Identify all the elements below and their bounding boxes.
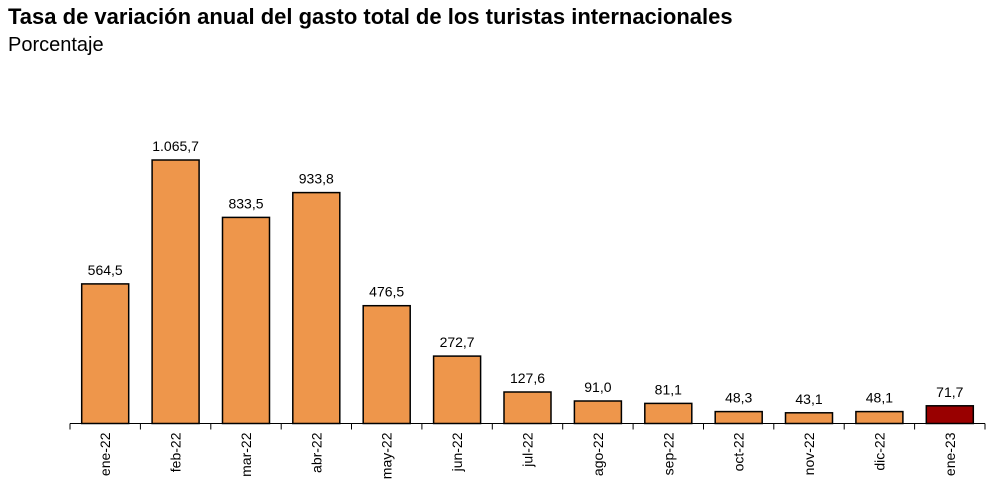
x-tick-label-oct-22: oct-22 [731,432,747,471]
data-label-sep-22: 81,1 [655,381,682,397]
bars-group: 564,5 1.065,7 833,5 933,8 476,5 272,7 127,6 91,… [80,138,975,425]
bar-may-22 [362,304,411,425]
x-tick-label-sep-22: sep-22 [660,432,676,475]
bar-sep-22 [644,402,693,425]
bar-mar-22 [221,216,271,425]
bar-ago-22 [573,400,623,425]
x-tick-label-ago-22: ago-22 [590,432,606,476]
data-label-ene-22: 564,5 [88,262,123,278]
x-tick-label-jul-22: jul-22 [520,432,536,467]
chart-title: Tasa de variación anual del gasto total … [8,4,733,29]
x-tick-label-ene-22: ene-22 [97,432,113,476]
bar-ene-23 [925,405,975,425]
data-label-dic-22: 48,1 [866,390,893,406]
x-axis: ene-22 feb-22 mar-22 abr-22 may-22 jun-22 jul-… [69,423,986,479]
bar-ene-22 [80,283,130,425]
data-label-jul-22: 127,6 [510,370,545,386]
x-tick-label-dic-22: dic-22 [871,432,887,470]
x-tick-label-abr-22: abr-22 [308,432,324,473]
data-label-nov-22: 43,1 [795,391,822,407]
data-label-jun-22: 272,7 [440,334,475,350]
x-tick-label-feb-22: feb-22 [168,432,184,472]
bar-abr-22 [292,191,341,425]
data-label-abr-22: 933,8 [299,171,334,187]
x-tick-label-may-22: may-22 [379,432,395,479]
bar-jun-22 [432,355,482,425]
data-label-oct-22: 48,3 [725,390,752,406]
data-label-ene-23: 71,7 [936,384,963,400]
x-tick-label-mar-22: mar-22 [238,432,254,477]
data-label-mar-22: 833,5 [228,195,263,211]
bar-dic-22 [855,410,904,425]
data-label-may-22: 476,5 [369,284,404,300]
bar-feb-22 [151,159,200,425]
data-label-ago-22: 91,0 [584,379,611,395]
bar-jul-22 [503,391,552,425]
bar-oct-22 [714,410,763,425]
x-tick-label-jun-22: jun-22 [449,432,465,472]
data-label-feb-22: 1.065,7 [152,138,199,154]
x-tick-label-ene-23: ene-23 [942,432,958,476]
x-tick-label-nov-22: nov-22 [801,432,817,475]
chart-subtitle: Porcentaje [8,34,104,56]
bar-nov-22 [784,412,834,425]
